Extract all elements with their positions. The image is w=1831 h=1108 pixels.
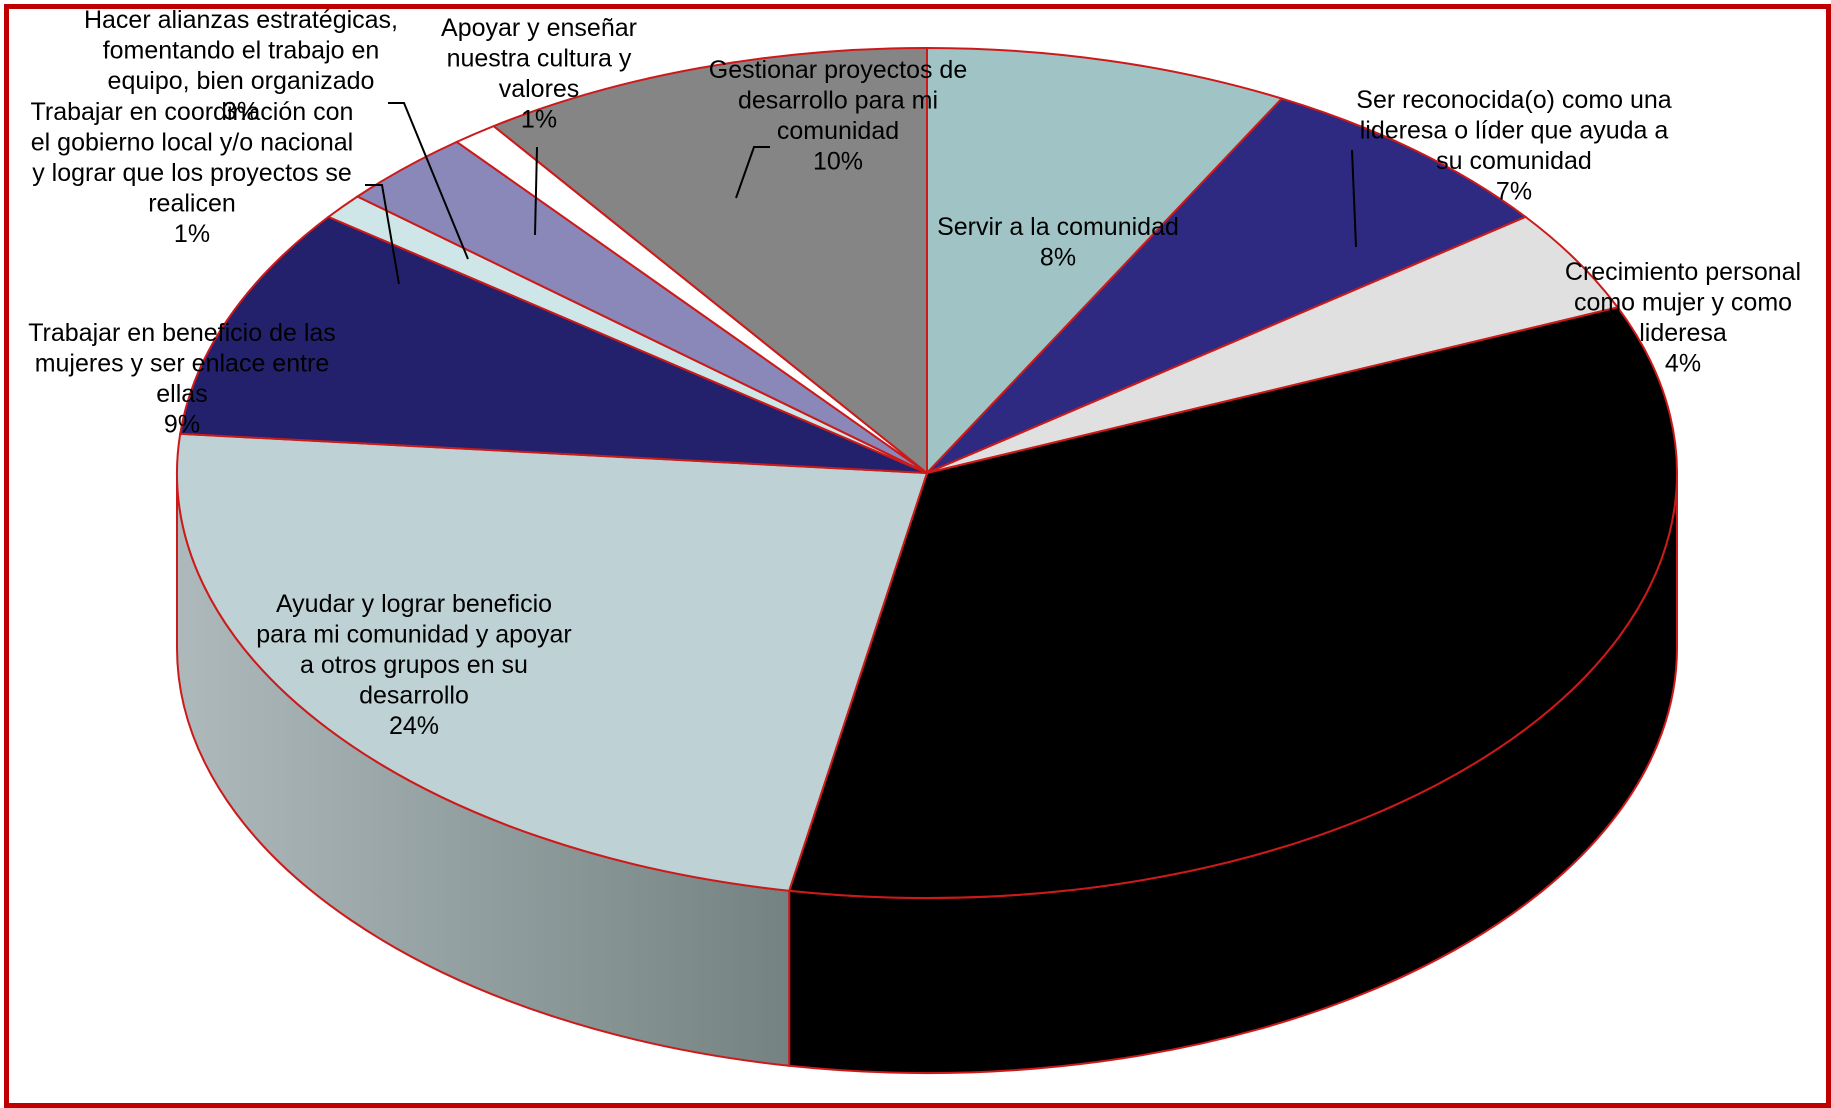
leader-lines-group: [365, 102, 1357, 285]
label-crecimiento-pct: 4%: [1665, 350, 1701, 378]
leader-coordinacion: [365, 184, 400, 285]
label-ayudar-line-1: para mi comunidad y apoyar: [256, 621, 571, 649]
label-ayudar-line-3: desarrollo: [359, 682, 469, 710]
label-coordinacion: Trabajar en coordinación con el gobierno …: [31, 98, 354, 248]
label-servir: Servir a la comunidad 8%: [937, 213, 1179, 272]
slice-labels-group: Servir a la comunidad 8% Ser reconocida(o)…: [28, 6, 1801, 740]
label-gestionar-line-1: desarrollo para mi: [738, 87, 938, 115]
leader-cultura: [534, 146, 538, 236]
label-alianzas-pct: 3%: [223, 98, 259, 126]
label-servir-pct: 8%: [1040, 244, 1076, 272]
pie-slice-1: [926, 97, 1528, 474]
label-cultura-line-0: Apoyar y enseñar: [441, 14, 637, 42]
leader-alianzas: [388, 102, 469, 260]
label-gestionar-pct: 10%: [813, 148, 863, 176]
chart-frame: [4, 4, 1831, 1108]
label-mujeres-pct: 9%: [164, 411, 200, 439]
label-ayudar-pct: 24%: [389, 712, 439, 740]
leader-reconocida: [1351, 149, 1357, 248]
label-reconocida-line-1: lideresa o líder que ayuda a: [1360, 117, 1669, 145]
label-coordinacion-line-2: y lograr que los proyectos se: [32, 159, 352, 187]
label-coordinacion-line-0: Trabajar en coordinación con: [31, 98, 354, 126]
label-alianzas-line-0: Hacer alianzas estratégicas,: [84, 6, 398, 34]
label-alianzas-line-2: equipo, bien organizado: [108, 67, 375, 95]
label-crecimiento: Crecimiento personal como mujer y comolid…: [1565, 258, 1801, 378]
label-mujeres-line-2: ellas: [156, 380, 207, 408]
pie-slice-2: [926, 215, 1620, 474]
label-gestionar: Gestionar proyectos de desarrollo para mi…: [709, 56, 967, 176]
label-reconocida-line-2: su comunidad: [1436, 147, 1592, 175]
label-mujeres-line-0: Trabajar en beneficio de las: [28, 319, 336, 347]
label-coordinacion-line-1: el gobierno local y/o nacional: [31, 129, 353, 157]
pie-slice-3: [787, 306, 1678, 899]
label-reconocida: Ser reconocida(o) como una lideresa o líd…: [1356, 86, 1672, 206]
label-servir-line-0: Servir a la comunidad: [937, 213, 1179, 241]
label-ayudar-line-0: Ayudar y lograr beneficio: [276, 590, 552, 618]
label-alianzas-line-1: fomentando el trabajo en: [103, 37, 380, 65]
label-mujeres: Trabajar en beneficio de las mujeres y se…: [28, 319, 336, 439]
label-coordinacion-line-3: realicen: [148, 190, 236, 218]
pie-slice-0: [926, 46, 1284, 476]
label-ayudar-line-2: a otros grupos en su: [300, 651, 528, 679]
label-mujeres-line-1: mujeres y ser enlace entre: [35, 350, 330, 378]
pie-slice-5: [179, 215, 928, 474]
label-crecimiento-line-0: Crecimiento personal: [1565, 258, 1801, 286]
label-coordinacion-pct: 1%: [174, 220, 210, 248]
pie-slices-group: [176, 46, 1678, 1074]
label-alianzas: Hacer alianzas estratégicas, fomentando e…: [84, 6, 398, 126]
label-reconocida-line-0: Ser reconocida(o) como una: [1356, 86, 1672, 114]
label-reconocida-pct: 7%: [1496, 178, 1532, 206]
label-cultura-line-2: valores: [499, 75, 580, 103]
leader-gestionar: [735, 146, 770, 199]
label-gestionar-line-0: Gestionar proyectos de: [709, 56, 967, 84]
label-cultura-pct: 1%: [521, 106, 557, 134]
label-gestionar-line-2: comunidad: [777, 117, 899, 145]
label-cultura: Apoyar y enseñar nuestra cultura yvalores…: [441, 14, 637, 134]
label-ayudar: Ayudar y lograr beneficio para mi comunid…: [256, 590, 571, 740]
label-crecimiento-line-1: como mujer y como: [1574, 289, 1792, 317]
pie-slice-4: [176, 432, 929, 892]
label-crecimiento-line-2: lideresa: [1639, 319, 1727, 347]
pie-slice-9: [491, 46, 928, 476]
label-cultura-line-1: nuestra cultura y: [447, 45, 632, 73]
